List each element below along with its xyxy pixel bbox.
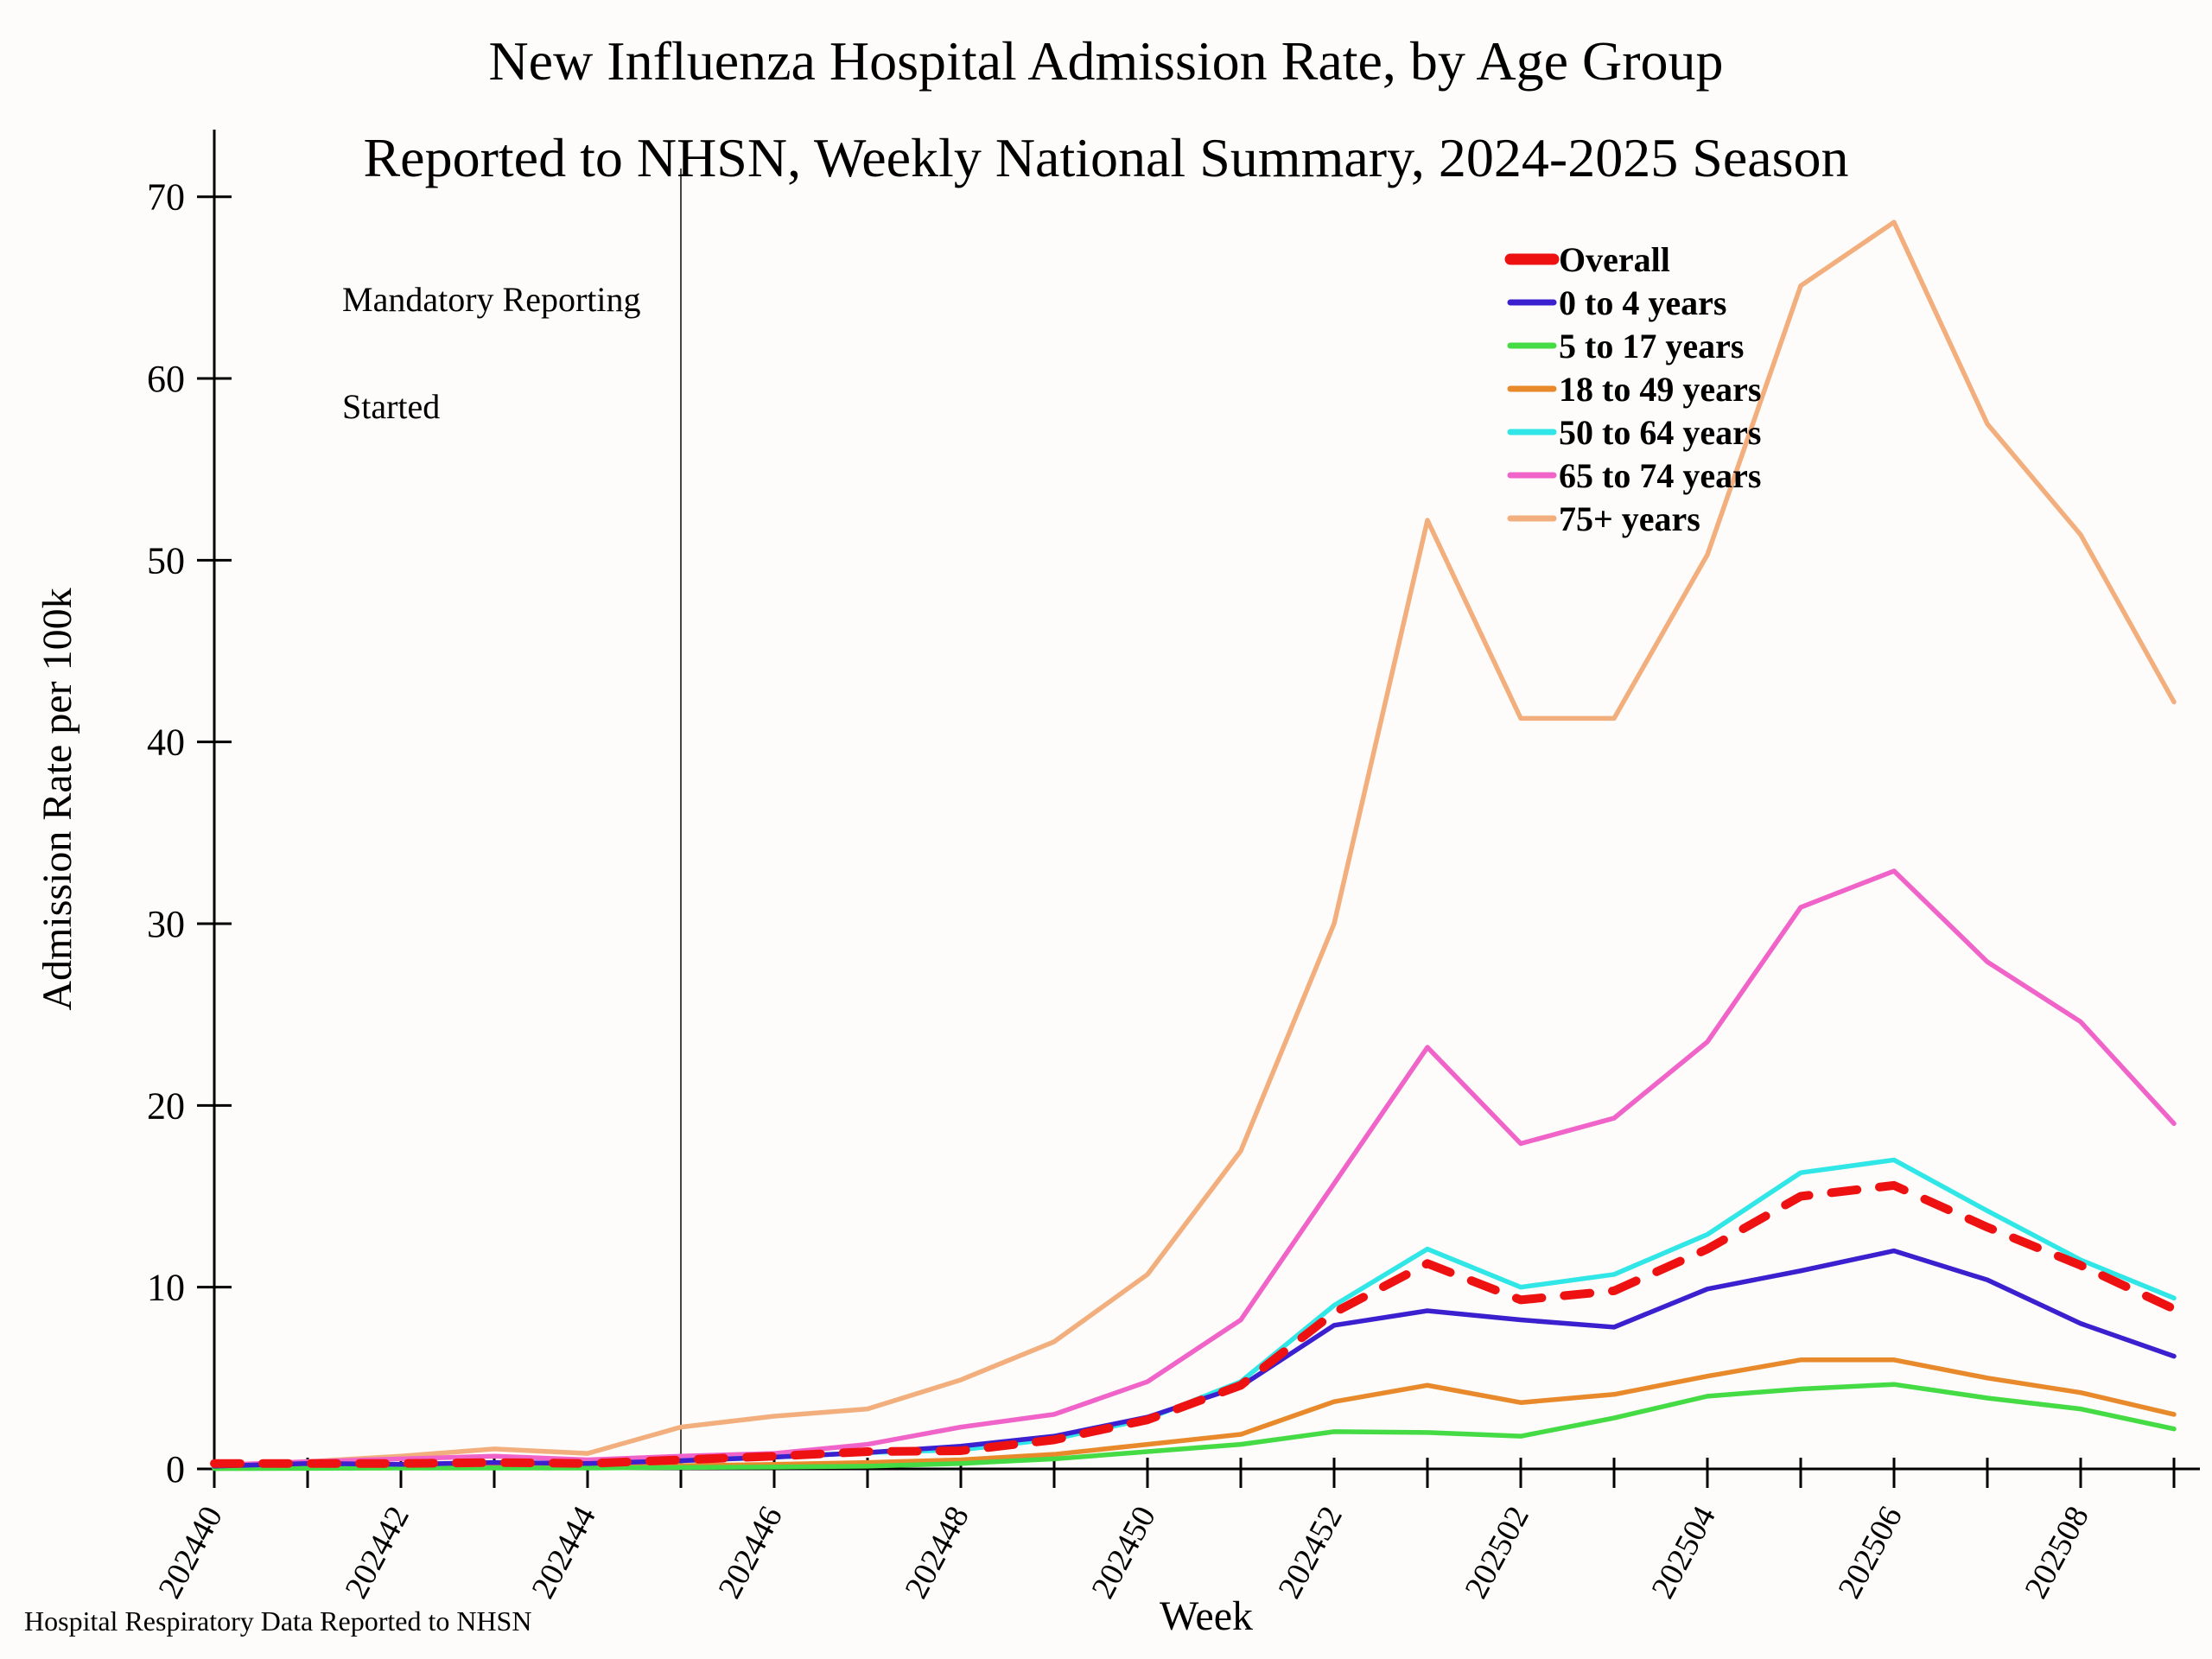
legend-label: 5 to 17 years: [1559, 327, 1744, 365]
x-tick-label: 202452: [1271, 1501, 1350, 1605]
x-tick-label: 202502: [1458, 1501, 1536, 1605]
x-tick-label: 202504: [1644, 1501, 1723, 1605]
y-tick-label: 10: [147, 1267, 185, 1309]
y-tick-label: 50: [147, 539, 185, 582]
y-tick-label: 20: [147, 1084, 185, 1127]
series-line-50-to-64-years: [212, 1157, 2177, 1470]
annotation-line2: Started: [342, 387, 441, 426]
x-tick-label: 202444: [524, 1501, 603, 1605]
x-axis-title: Week: [1160, 1593, 1253, 1639]
x-tick-label: 202446: [711, 1501, 790, 1605]
chart-title-line1: New Influenza Hospital Admission Rate, b…: [488, 30, 1724, 92]
y-axis-title: Admission Rate per 100k: [35, 588, 80, 1010]
series-line-5-to-17-years: [212, 1382, 2177, 1471]
chart-title-line2: Reported to NHSN, Weekly National Summar…: [363, 127, 1849, 188]
legend-item: 18 to 49 years: [1507, 370, 1761, 409]
legend-item: 50 to 64 years: [1507, 413, 1761, 452]
legend-item: 75+ years: [1507, 499, 1700, 538]
legend-label: 18 to 49 years: [1559, 370, 1761, 409]
legend-label: Overall: [1559, 240, 1670, 279]
x-tick-label: 202450: [1084, 1501, 1163, 1605]
y-tick-label: 0: [166, 1448, 185, 1491]
y-tick-label: 60: [147, 358, 185, 400]
x-tick-label: 202448: [898, 1501, 976, 1605]
legend-label: 75+ years: [1559, 499, 1700, 538]
x-tick-label: 202440: [151, 1501, 230, 1605]
legend-item: 5 to 17 years: [1507, 327, 1744, 365]
annotation-line1: Mandatory Reporting: [342, 280, 641, 319]
series-line-overall: [210, 1180, 2178, 1468]
legend-label: 0 to 4 years: [1559, 283, 1726, 322]
y-tick-label: 30: [147, 903, 185, 945]
legend-label: 65 to 74 years: [1559, 456, 1761, 495]
x-tick-label: 202506: [1831, 1501, 1910, 1605]
y-tick-label: 40: [147, 721, 185, 764]
x-tick-label: 202442: [338, 1501, 416, 1605]
series-line-65-to-74-years: [212, 868, 2177, 1468]
y-tick-label: 70: [147, 176, 185, 219]
series-line-75-years: [212, 219, 2177, 1469]
annotation-mandatory-reporting: Mandatory Reporting Started: [342, 219, 641, 434]
x-tick-label: 202508: [2018, 1501, 2096, 1605]
legend-item: 0 to 4 years: [1507, 283, 1726, 322]
legend-item: 65 to 74 years: [1507, 456, 1761, 495]
legend-item: Overall: [1504, 240, 1670, 279]
footer-note: Hospital Respiratory Data Reported to NH…: [24, 1605, 532, 1637]
legend-label: 50 to 64 years: [1559, 413, 1761, 452]
